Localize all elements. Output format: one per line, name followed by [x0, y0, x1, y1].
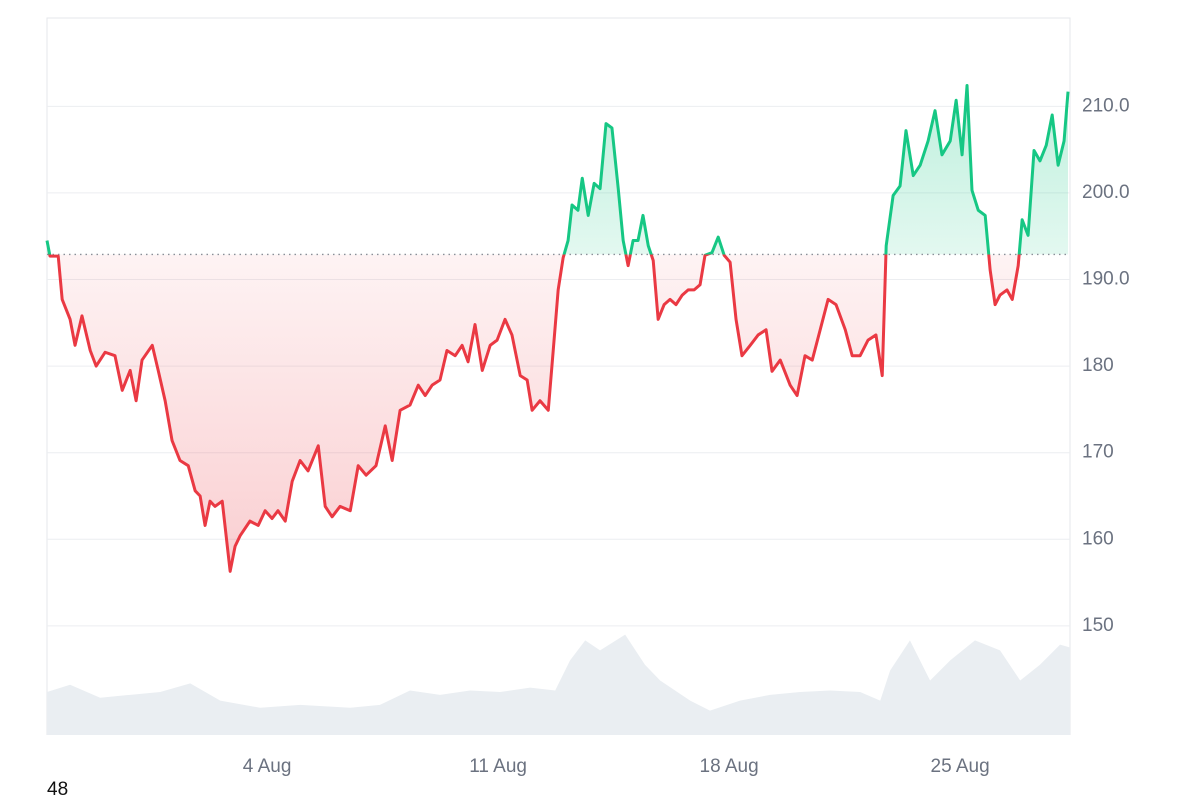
y-tick-label: 150: [1082, 615, 1114, 636]
plot-frame: [46, 17, 1071, 735]
area-fill: [47, 85, 1069, 572]
y-tick-label: 160: [1082, 528, 1114, 549]
footnote: 48: [47, 779, 68, 800]
y-tick-label: 200.0: [1082, 182, 1130, 203]
x-tick-label: 4 Aug: [243, 756, 292, 777]
x-tick-label: 18 Aug: [700, 756, 759, 777]
y-tick-label: 180: [1082, 355, 1114, 376]
x-tick-label: 11 Aug: [469, 756, 527, 777]
y-tick-label: 210.0: [1082, 95, 1130, 116]
y-tick-label: 170: [1082, 442, 1114, 463]
y-tick-label: 190.0: [1082, 269, 1130, 290]
volume-area: [47, 634, 1070, 735]
x-tick-label: 25 Aug: [931, 756, 990, 777]
price-line: [45, 84, 1070, 573]
